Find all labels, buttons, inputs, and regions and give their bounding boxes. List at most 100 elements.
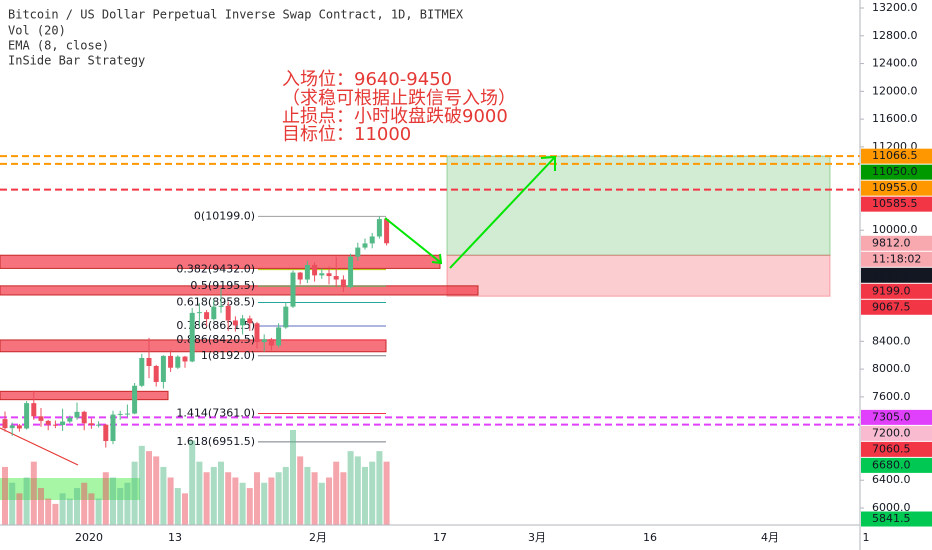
candle-body [268, 339, 274, 346]
price-tag [861, 409, 932, 425]
fib-label: 1.414(7361.0) [176, 406, 255, 419]
candle-body [81, 411, 87, 424]
volume-bar [333, 461, 340, 525]
x-tick-label: 2020 [75, 531, 103, 544]
price-tag-label: 7305.0 [872, 410, 911, 423]
price-tag [861, 511, 932, 527]
price-tag [861, 148, 932, 164]
volume-bar [74, 488, 80, 525]
indicator: EMA (8, close) [8, 39, 109, 53]
candle-body [67, 417, 73, 422]
indicator: Vol (20) [8, 24, 66, 38]
candle-body [160, 355, 166, 382]
candle-body [16, 425, 22, 429]
candle-body [319, 273, 325, 276]
price-tag [861, 425, 932, 441]
volume-bar [304, 466, 311, 525]
price-marks [2, 216, 390, 525]
volume-bar [376, 451, 383, 525]
price-tag-label: 10585.5 [872, 197, 918, 210]
arrow [384, 217, 441, 263]
candle-body [369, 236, 375, 244]
volume-bar [189, 440, 196, 525]
candle-body [24, 403, 30, 429]
x-tick-label: 3月 [528, 531, 546, 544]
arrow [449, 156, 556, 269]
candle-body [196, 312, 202, 314]
candle-body [297, 272, 303, 280]
candle-body [362, 243, 368, 248]
annotation: 入场位：9640-9450 [282, 69, 452, 90]
candle-body [232, 320, 238, 326]
volume-bar [16, 493, 23, 525]
volume-bar [59, 493, 66, 525]
volume-bar [210, 466, 217, 525]
volume-bar [146, 451, 152, 525]
candle-body [218, 305, 224, 307]
volume-bar [138, 445, 145, 525]
candle-body [110, 414, 116, 441]
price-tag-label: 9199.0 [872, 284, 911, 297]
candle-body [74, 411, 80, 418]
y-tick-label: 13200.0 [872, 1, 918, 14]
candle-body [117, 413, 123, 415]
volume-bar [347, 451, 354, 525]
candle-body [290, 272, 296, 307]
candle-body [283, 306, 289, 328]
volume-bar [254, 472, 260, 525]
volume-bar [81, 482, 88, 525]
volume-bar [52, 503, 59, 525]
x-tick-label: 17 [433, 531, 447, 544]
y-tick-label: 6400.0 [872, 473, 911, 486]
annotation: 止损点：小时收盘跌破9000 [282, 106, 508, 127]
price-tag-label: 9812.0 [872, 236, 911, 249]
candle-body [326, 273, 332, 277]
volume-bar [275, 472, 282, 525]
candle-body [31, 403, 37, 417]
candle-body [38, 416, 44, 421]
arrow-head [540, 155, 556, 171]
y-tick-label: 10000.0 [872, 223, 918, 236]
candle-body [189, 312, 195, 362]
fib-label: 0(10199.0) [194, 209, 255, 222]
volume-bar [153, 456, 160, 525]
candle-body [211, 306, 217, 320]
candle-body [88, 423, 94, 426]
fib-label: 1(8192.0) [201, 349, 255, 362]
candle-body [376, 219, 382, 237]
candle-body [132, 385, 138, 414]
volume-bar [261, 482, 268, 525]
price-tag-label: 7060.5 [872, 442, 911, 455]
price-tag [861, 251, 932, 267]
volume-bar [268, 477, 275, 525]
candle-body [261, 339, 267, 343]
arrow-head [431, 253, 443, 265]
candle-body [276, 327, 282, 346]
annotation: （求稳可根据止跌信号入场） [282, 88, 516, 109]
price-tag [861, 457, 932, 473]
volume-bar [340, 472, 347, 525]
candle-body [153, 365, 159, 382]
volume-bar [362, 466, 368, 525]
price-tag-label: 11050.0 [872, 165, 918, 178]
price-tag [861, 164, 932, 180]
candle-body [52, 424, 58, 426]
target-zone [446, 155, 831, 256]
price-tag-label: 9621.0 [872, 268, 911, 281]
volume-bar [30, 461, 37, 525]
drawings: 0(10199.0) 0.382(9432.0) 0.5(9195.5) 0.618(… [0, 155, 860, 448]
y-tick-label: 11600.0 [872, 112, 918, 125]
x-tick-label: 1 [863, 531, 870, 544]
volume-bar [311, 472, 318, 525]
annotation: 目标位：11000 [282, 124, 411, 145]
volume-bar [326, 477, 332, 525]
volume-bar [131, 461, 138, 525]
price-tag-label: 11:18:02 [872, 252, 921, 265]
candle-body [240, 318, 246, 326]
candle-body [333, 276, 339, 280]
volume-bar [167, 477, 174, 525]
price-tag-label: 7200.0 [872, 426, 911, 439]
candle-body [225, 305, 231, 321]
candle-body [96, 424, 102, 426]
